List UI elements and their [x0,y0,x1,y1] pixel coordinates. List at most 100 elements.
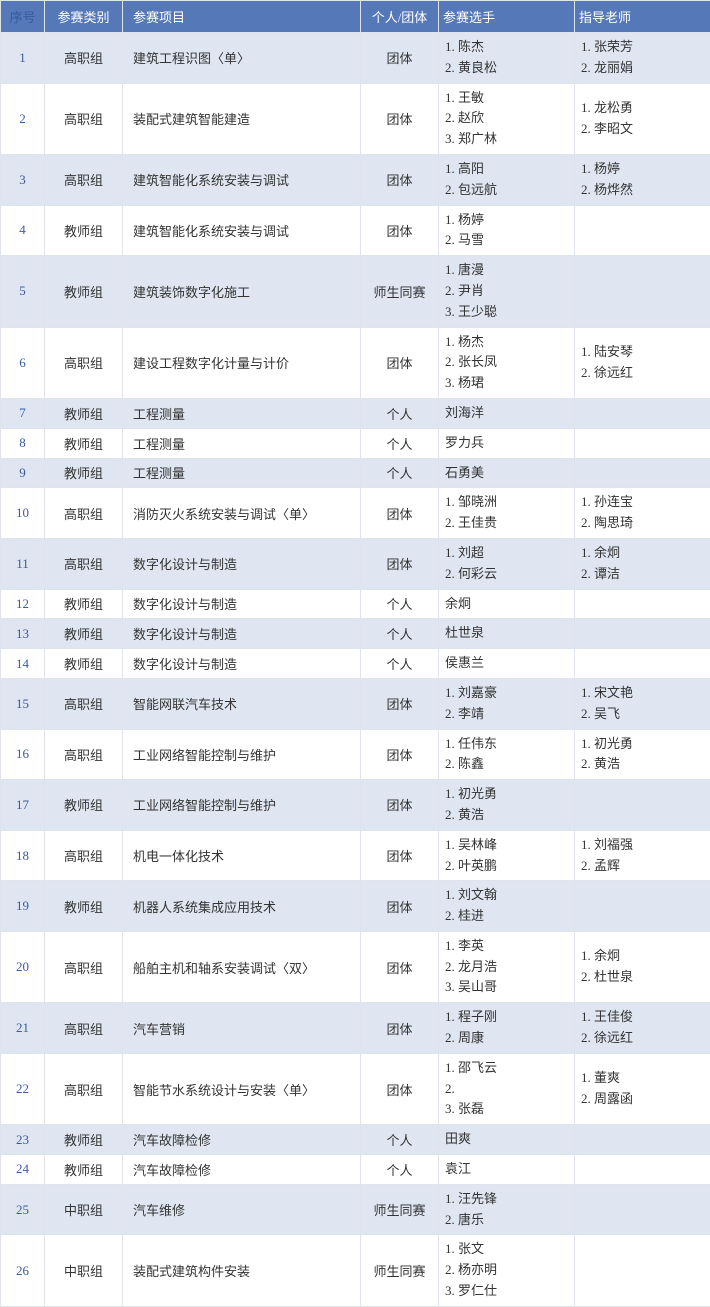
cell-category: 教师组 [45,428,123,458]
cell-type: 个人 [361,619,439,649]
cell-players: 1. 杨杰2. 张长凤3. 杨珺 [439,327,575,398]
table-row: 5教师组建筑装饰数字化施工师生同赛1. 唐漫2. 尹肖3. 王少聪 [1,256,710,327]
cell-project: 智能节水系统设计与安装〈单〉 [123,1053,361,1124]
cell-teachers: 1. 余炯2. 谭洁 [575,538,710,589]
cell-project: 数字化设计与制造 [123,649,361,679]
cell-players: 袁江 [439,1155,575,1185]
cell-category: 高职组 [45,1003,123,1054]
cell-type: 个人 [361,428,439,458]
cell-seq: 19 [1,881,45,932]
cell-players: 1. 唐漫2. 尹肖3. 王少聪 [439,256,575,327]
cell-seq: 11 [1,538,45,589]
cell-players: 1. 邹晓洲2. 王佳贵 [439,488,575,539]
cell-category: 高职组 [45,830,123,881]
cell-seq: 9 [1,458,45,488]
table-row: 7教师组工程测量个人刘海洋 [1,398,710,428]
cell-teachers [575,205,710,256]
cell-category: 高职组 [45,729,123,780]
cell-teachers [575,1184,710,1235]
cell-players: 1. 程子刚2. 周康 [439,1003,575,1054]
cell-seq: 17 [1,780,45,831]
cell-teachers: 1. 宋文艳2. 吴飞 [575,678,710,729]
cell-players: 刘海洋 [439,398,575,428]
cell-project: 工程测量 [123,458,361,488]
cell-players: 1. 王敏2. 赵欣3. 郑广林 [439,83,575,154]
cell-teachers [575,458,710,488]
cell-type: 个人 [361,589,439,619]
cell-teachers [575,780,710,831]
cell-players: 1. 高阳2. 包远航 [439,154,575,205]
cell-players: 杜世泉 [439,619,575,649]
cell-seq: 3 [1,154,45,205]
cell-project: 建筑智能化系统安装与调试 [123,205,361,256]
cell-seq: 1 [1,33,45,84]
cell-type: 团体 [361,830,439,881]
cell-category: 高职组 [45,83,123,154]
cell-category: 教师组 [45,458,123,488]
cell-teachers [575,1155,710,1185]
table-row: 4教师组建筑智能化系统安装与调试团体1. 杨婷2. 马雪 [1,205,710,256]
cell-project: 装配式建筑智能建造 [123,83,361,154]
cell-project: 汽车维修 [123,1184,361,1235]
cell-category: 高职组 [45,678,123,729]
table-row: 6高职组建设工程数字化计量与计价团体1. 杨杰2. 张长凤3. 杨珺1. 陆安琴… [1,327,710,398]
cell-type: 团体 [361,780,439,831]
cell-teachers: 1. 张荣芳2. 龙丽娟 [575,33,710,84]
cell-teachers [575,428,710,458]
cell-type: 团体 [361,1003,439,1054]
cell-type: 团体 [361,205,439,256]
cell-category: 教师组 [45,1125,123,1155]
cell-teachers [575,649,710,679]
table-row: 22高职组智能节水系统设计与安装〈单〉团体1. 邵飞云2. 3. 张磊1. 董爽… [1,1053,710,1124]
cell-teachers [575,1125,710,1155]
table-row: 2高职组装配式建筑智能建造团体1. 王敏2. 赵欣3. 郑广林1. 龙松勇2. … [1,83,710,154]
cell-seq: 14 [1,649,45,679]
cell-seq: 21 [1,1003,45,1054]
cell-teachers: 1. 杨婷2. 杨烨然 [575,154,710,205]
cell-seq: 23 [1,1125,45,1155]
cell-teachers: 1. 初光勇2. 黄浩 [575,729,710,780]
cell-type: 团体 [361,538,439,589]
cell-type: 团体 [361,931,439,1002]
col-header-project: 参赛项目 [123,1,361,33]
col-header-teachers: 指导老师 [575,1,710,33]
cell-project: 数字化设计与制造 [123,619,361,649]
cell-project: 建筑装饰数字化施工 [123,256,361,327]
cell-teachers: 1. 孙连宝2. 陶思琦 [575,488,710,539]
cell-project: 装配式建筑构件安装 [123,1235,361,1306]
cell-project: 工程测量 [123,428,361,458]
cell-type: 团体 [361,1053,439,1124]
cell-project: 数字化设计与制造 [123,589,361,619]
table-row: 19教师组机器人系统集成应用技术团体1. 刘文翰2. 桂进 [1,881,710,932]
cell-type: 师生同赛 [361,256,439,327]
cell-category: 高职组 [45,931,123,1002]
cell-project: 工业网络智能控制与维护 [123,780,361,831]
cell-players: 1. 汪先锋2. 唐乐 [439,1184,575,1235]
cell-players: 1. 杨婷2. 马雪 [439,205,575,256]
cell-seq: 25 [1,1184,45,1235]
table-row: 13教师组数字化设计与制造个人杜世泉 [1,619,710,649]
cell-project: 船舶主机和轴系安装调试〈双〉 [123,931,361,1002]
cell-type: 个人 [361,1155,439,1185]
cell-teachers: 1. 王佳俊2. 徐远红 [575,1003,710,1054]
cell-teachers: 1. 刘福强2. 孟辉 [575,830,710,881]
table-row: 26中职组装配式建筑构件安装师生同赛1. 张文2. 杨亦明3. 罗仁仕 [1,1235,710,1306]
cell-category: 高职组 [45,327,123,398]
cell-project: 智能网联汽车技术 [123,678,361,729]
cell-players: 田爽 [439,1125,575,1155]
cell-seq: 13 [1,619,45,649]
cell-category: 教师组 [45,398,123,428]
cell-category: 高职组 [45,1053,123,1124]
cell-players: 1. 刘超2. 何彩云 [439,538,575,589]
cell-project: 汽车故障检修 [123,1155,361,1185]
col-header-category: 参赛类别 [45,1,123,33]
cell-seq: 22 [1,1053,45,1124]
competition-table: 序号 参赛类别 参赛项目 个人/团体 参赛选手 指导老师 1高职组建筑工程识图〈… [0,0,710,1307]
cell-players: 余炯 [439,589,575,619]
table-row: 1高职组建筑工程识图〈单〉团体1. 陈杰2. 黄良松1. 张荣芳2. 龙丽娟 [1,33,710,84]
table-row: 25中职组汽车维修师生同赛1. 汪先锋2. 唐乐 [1,1184,710,1235]
cell-type: 团体 [361,678,439,729]
cell-teachers [575,256,710,327]
cell-type: 团体 [361,83,439,154]
cell-category: 高职组 [45,488,123,539]
